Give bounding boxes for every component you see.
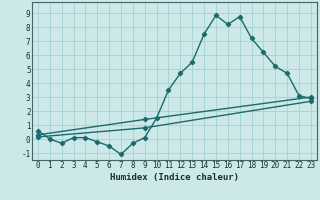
X-axis label: Humidex (Indice chaleur): Humidex (Indice chaleur) [110, 173, 239, 182]
